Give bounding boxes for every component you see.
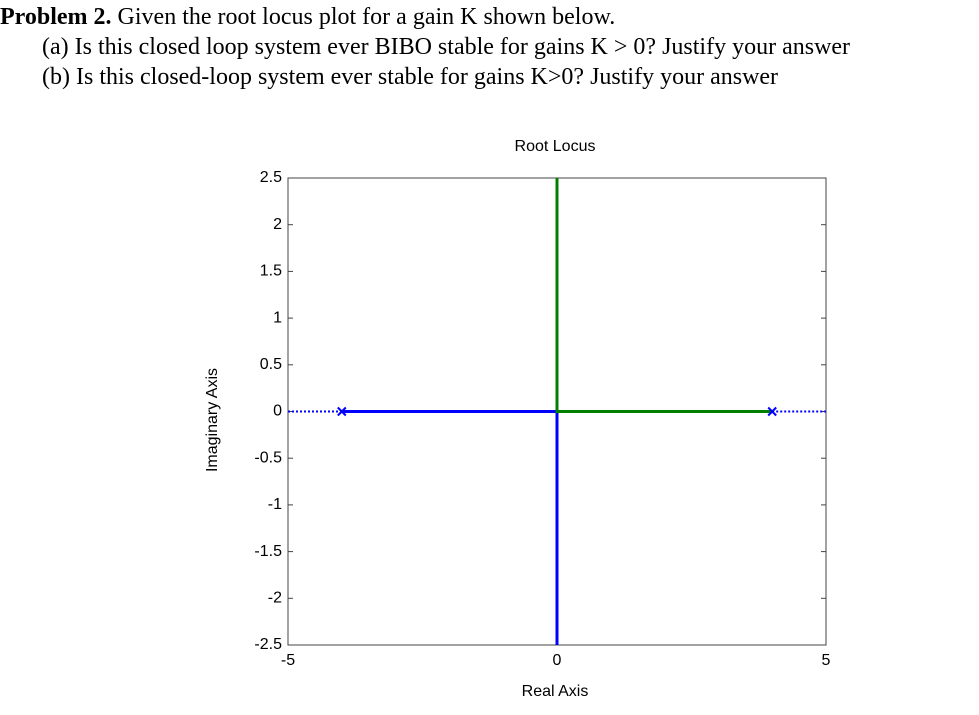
y-tick-label: 2 bbox=[273, 216, 282, 233]
problem-text: Problem 2. Given the root locus plot for… bbox=[0, 0, 850, 92]
chart-title: Root Locus bbox=[515, 138, 596, 155]
y-tick-label: 1 bbox=[273, 309, 282, 326]
x-tick-label: 5 bbox=[822, 652, 831, 669]
pole-marker bbox=[337, 406, 347, 417]
y-tick-label: 2.5 bbox=[260, 169, 282, 186]
y-tick-label: 1.5 bbox=[260, 263, 282, 280]
x-tick-label: -5 bbox=[281, 652, 295, 669]
y-tick-label: -1.5 bbox=[254, 543, 282, 560]
y-tick-label: 0.5 bbox=[260, 356, 282, 373]
question: (b) Is this closed-loop system ever stab… bbox=[42, 64, 779, 90]
y-axis-label: Imaginary Axis bbox=[204, 368, 221, 472]
locus-branch bbox=[555, 178, 773, 413]
y-tick-label: -1 bbox=[268, 496, 282, 513]
y-tick-label: -0.5 bbox=[254, 449, 282, 466]
x-axis-label: Real Axis bbox=[522, 683, 589, 700]
pole-marker bbox=[767, 406, 777, 417]
y-tick-label: -2 bbox=[268, 590, 282, 607]
question: (a) Is this closed loop system ever BIBO… bbox=[42, 34, 851, 60]
y-tick-label: -2.5 bbox=[254, 636, 282, 653]
y-tick-label: 0 bbox=[273, 403, 282, 420]
problem-heading: Problem 2. Given the root locus plot for… bbox=[0, 0, 850, 32]
locus-branch bbox=[341, 410, 559, 645]
problem-intro: Given the root locus plot for a gain K s… bbox=[117, 4, 616, 30]
problem-label: Problem 2. bbox=[0, 4, 112, 30]
x-tick-label: 0 bbox=[553, 652, 562, 669]
